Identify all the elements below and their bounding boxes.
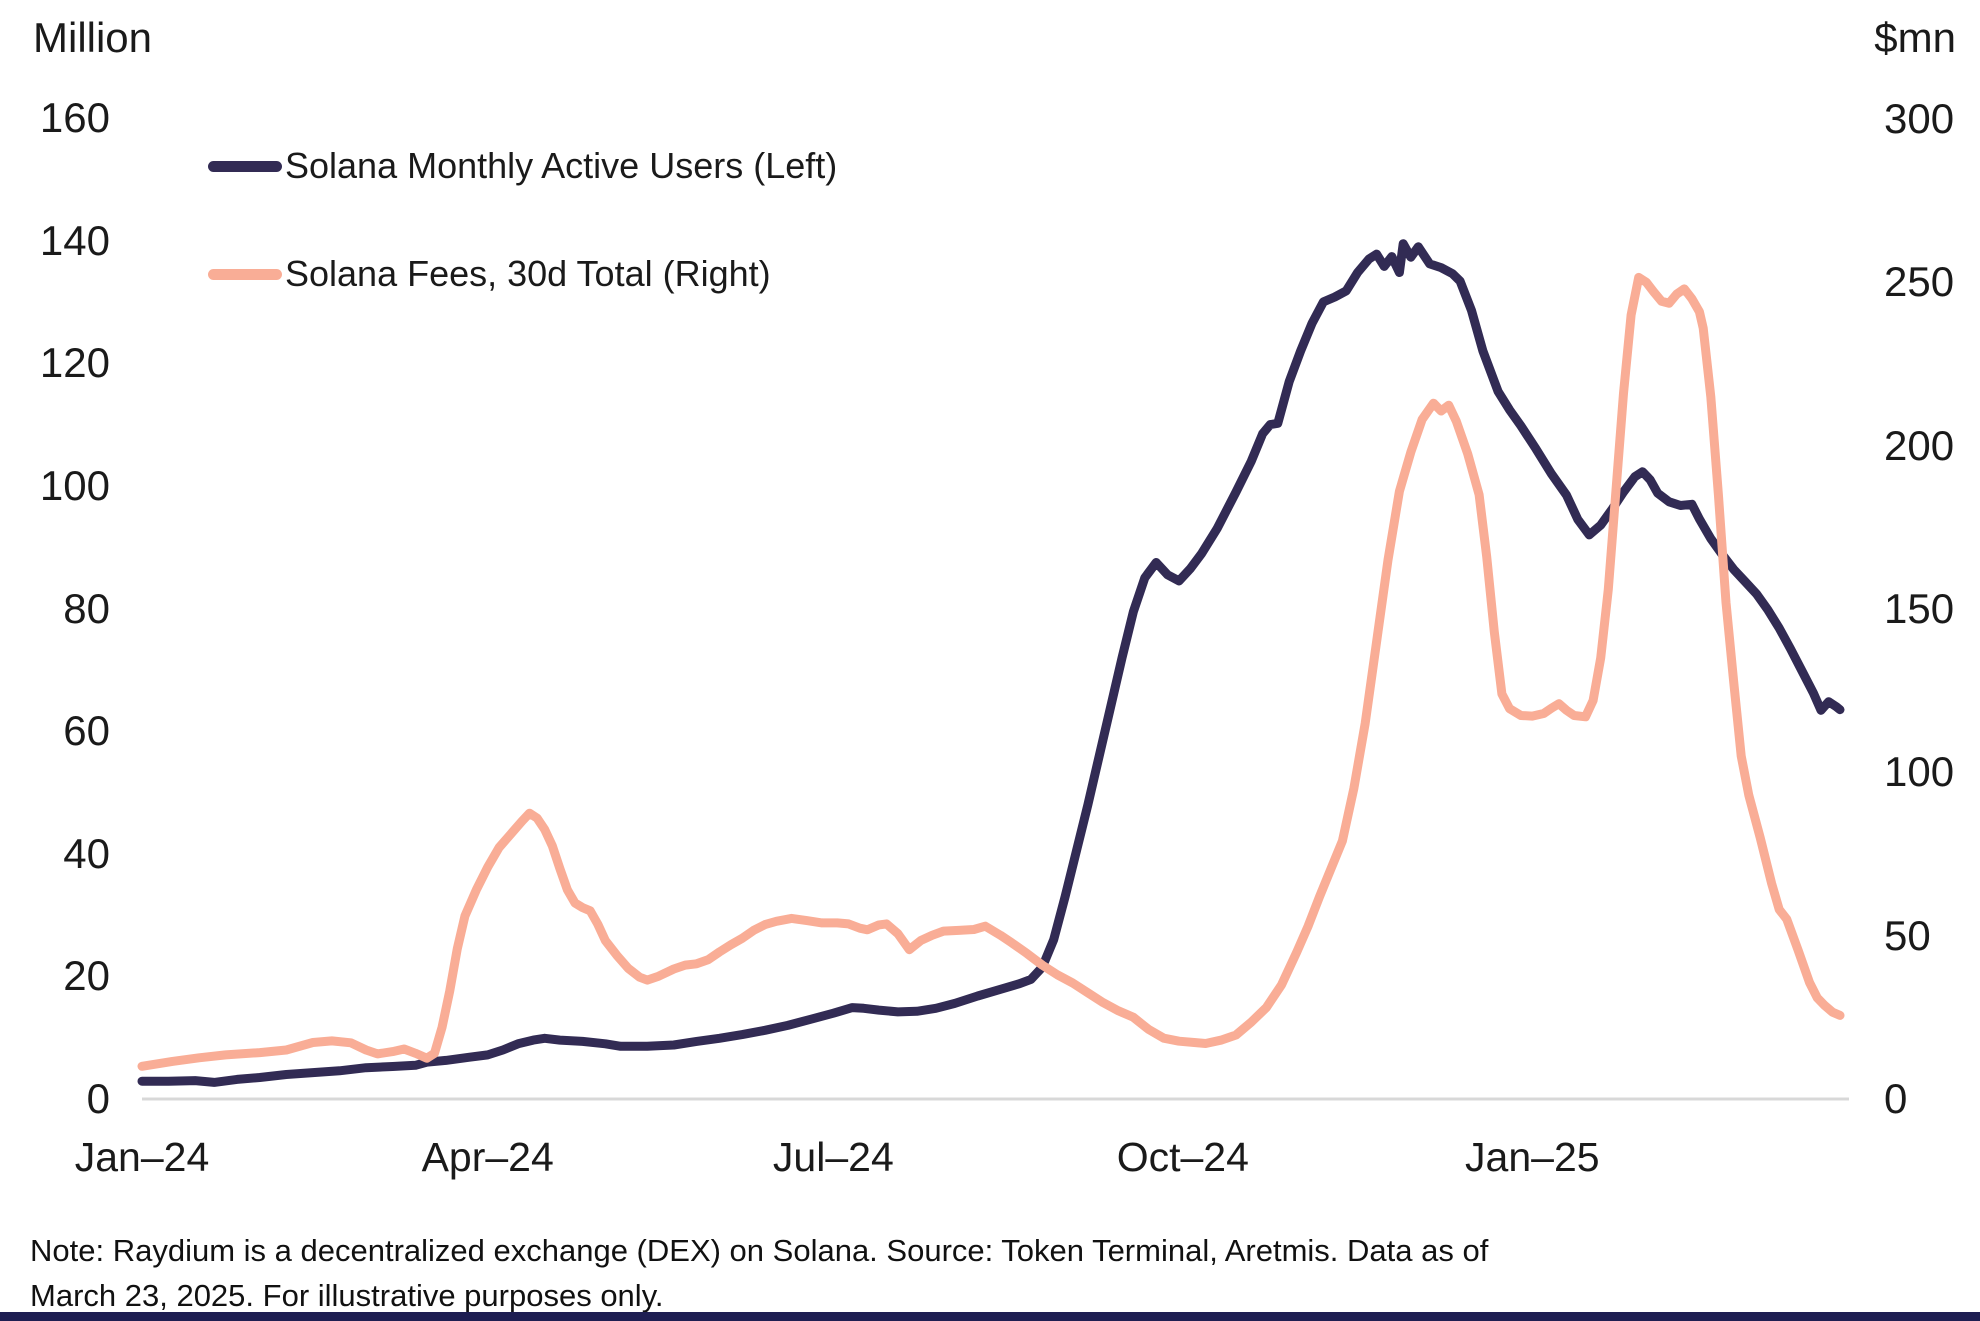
- y-axis-left-tick: 40: [63, 829, 110, 877]
- y-axis-left-tick: 0: [86, 1075, 110, 1122]
- x-axis-tick-Jan–24: Jan–24: [74, 1134, 210, 1180]
- y-axis-right-tick: 250: [1884, 258, 1955, 306]
- footer-border-bar: [0, 1312, 1980, 1321]
- y-axis-title-left: Million: [33, 14, 153, 61]
- legend-item-fees: Solana Fees, 30d Total (Right): [208, 253, 771, 294]
- x-axis-tick-Jan–25: Jan–25: [1465, 1134, 1600, 1180]
- y-axis-right-tick: 200: [1884, 421, 1955, 469]
- source-note: Note: Raydium is a decentralized exchang…: [30, 1228, 1590, 1318]
- source-note-line1: Note: Raydium is a decentralized exchang…: [30, 1233, 1489, 1268]
- y-axis-title-right: $mn: [1874, 14, 1956, 61]
- x-axis-tick-Apr–24: Apr–24: [421, 1134, 554, 1180]
- y-axis-left-tick: 160: [39, 94, 110, 141]
- y-axis-right-tick: 0: [1884, 1075, 1908, 1122]
- series-mau-line: [137, 239, 1845, 1087]
- y-axis-left-tick: 20: [63, 952, 110, 1000]
- x-axis-tick-Oct–24: Oct–24: [1116, 1134, 1249, 1180]
- y-axis-left-tick: 120: [39, 339, 110, 387]
- fees-line-swatch-icon: [208, 268, 282, 280]
- x-axis-tick-Jul–24: Jul–24: [772, 1134, 894, 1180]
- y-axis-right-tick: 50: [1884, 911, 1931, 959]
- y-axis-right-tick: 100: [1884, 748, 1955, 796]
- mau-line-swatch-icon: [208, 160, 282, 172]
- y-axis-left-tick: 80: [63, 584, 110, 632]
- legend-item-mau: Solana Monthly Active Users (Left): [208, 145, 838, 186]
- y-axis-left-tick: 100: [39, 461, 110, 509]
- legend-label-fees: Solana Fees, 30d Total (Right): [285, 253, 771, 294]
- y-axis-left-tick: 60: [63, 707, 110, 755]
- legend-label-mau: Solana Monthly Active Users (Left): [285, 145, 838, 186]
- y-axis-left-tick: 140: [39, 216, 110, 264]
- y-axis-right-tick: 300: [1884, 95, 1955, 142]
- y-axis-right-tick: 150: [1884, 585, 1955, 632]
- series-fees-line: [137, 272, 1845, 1071]
- source-note-line2: March 23, 2025. For illustrative purpose…: [30, 1278, 664, 1313]
